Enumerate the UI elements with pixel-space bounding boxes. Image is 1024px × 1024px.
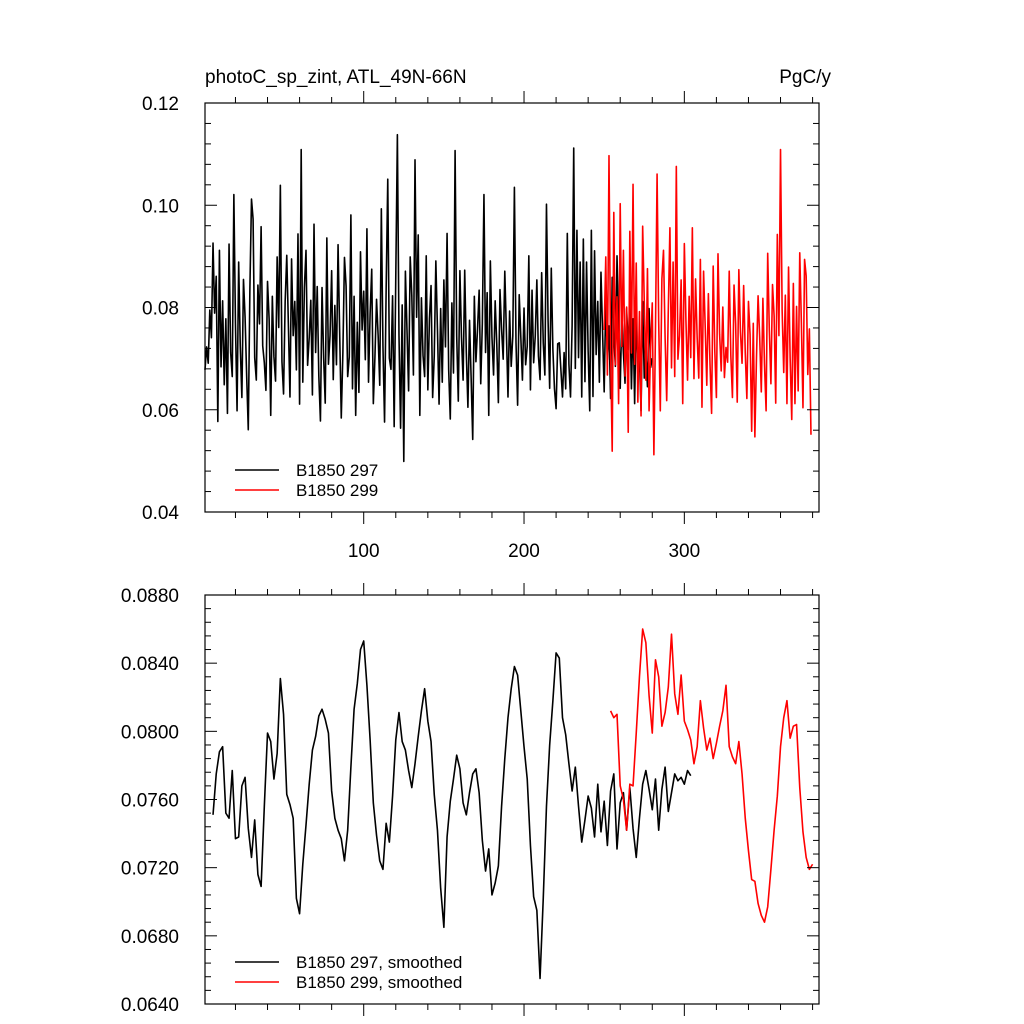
y-tick-label: 0.0680 — [121, 927, 179, 948]
legend-label: B1850 297, smoothed — [296, 953, 462, 972]
plot-frame — [204, 594, 820, 1005]
y-tick-label: 0.04 — [142, 503, 179, 524]
y-tick-label: 0.0800 — [121, 722, 179, 743]
legend-label: B1850 297 — [296, 461, 378, 480]
series-line-1-1 — [609, 628, 814, 924]
y-tick-label: 0.0840 — [121, 654, 179, 675]
series-line-0-0 — [204, 133, 654, 463]
legend-label: B1850 299, smoothed — [296, 973, 462, 992]
y-tick-label: 0.0720 — [121, 859, 179, 880]
y-tick-label: 0.06 — [142, 401, 179, 422]
chart-title: photoC_sp_zint, ATL_49N-66N — [205, 67, 467, 88]
x-tick-label: 100 — [348, 541, 380, 562]
series-line-0-1 — [603, 148, 812, 456]
units-label: PgC/y — [779, 67, 831, 88]
y-tick-label: 0.10 — [142, 196, 179, 217]
bottom-panel: 0.0640 0.0680 0.0720 0.0760 0.0800 0.0840 0.08… — [121, 583, 820, 1016]
y-tick-label: 0.0880 — [121, 586, 179, 607]
y-tick-label: 0.0640 — [121, 995, 179, 1016]
y-tick-label: 0.08 — [142, 299, 179, 320]
y-tick-label: 0.12 — [142, 94, 179, 115]
x-tick-label: 200 — [508, 541, 540, 562]
x-tick-label: 300 — [668, 541, 700, 562]
y-tick-label: 0.0760 — [121, 791, 179, 812]
series-line-1-0 — [212, 640, 692, 980]
legend-label: B1850 299 — [296, 481, 378, 500]
top-panel: 0.04 0.06 0.08 0.10 0.12 100 200 300 photoC_sp_z… — [142, 67, 831, 562]
